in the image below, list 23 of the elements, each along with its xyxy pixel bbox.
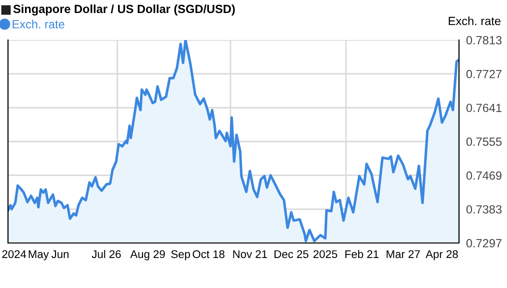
x-tick-label: Oct 18 <box>192 250 224 258</box>
x-tick-label: 2025 <box>313 250 338 258</box>
y-tick-label: 0.7555 <box>466 138 502 146</box>
y-tick-label: 0.7813 <box>466 36 502 44</box>
x-tick-label: 2024 <box>2 250 26 258</box>
y-tick-label: 0.7383 <box>466 205 502 214</box>
x-tick-label: Aug 29 <box>130 250 165 260</box>
y-tick-label: 0.7297 <box>466 239 502 248</box>
x-tick-label: Feb 21 <box>345 250 379 258</box>
x-tick-label: Dec 25 <box>274 250 308 258</box>
y-axis-title: Exch. rate <box>448 16 500 26</box>
y-tick-label: 0.7641 <box>466 104 502 112</box>
x-tick-label: Jul 26 <box>92 250 121 258</box>
legend-label: Exch. rate <box>12 20 64 28</box>
y-tick-label: 0.7469 <box>466 171 502 180</box>
x-tick-label: May <box>28 250 49 260</box>
x-tick-label: Mar 27 <box>386 250 420 258</box>
x-tick-label: Apr 28 <box>426 250 458 260</box>
y-tick-label: 0.7727 <box>466 70 502 78</box>
chart-title: Singapore Dollar / US Dollar (SGD/USD) <box>13 4 235 16</box>
x-tick-label: Nov 21 <box>233 250 267 258</box>
x-tick-label: Jun <box>51 250 69 258</box>
x-tick-label: Sep <box>171 250 190 260</box>
